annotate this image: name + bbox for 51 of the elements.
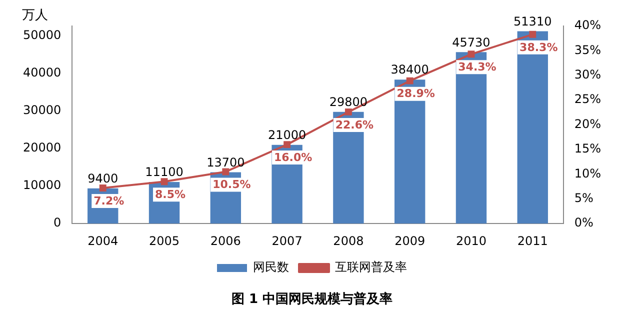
data-label: 13700 — [206, 155, 245, 170]
data-label: 34.3% — [458, 60, 496, 74]
data-label: 7.2% — [94, 194, 124, 208]
y-tick-label: 30000 — [22, 103, 62, 118]
data-label: 21000 — [268, 128, 306, 142]
data-label: 11100 — [145, 165, 184, 180]
data-label: 28.9% — [396, 87, 435, 100]
x-tick-label: 2005 — [148, 234, 180, 248]
y-axis-title: 万人 — [22, 8, 48, 23]
y-tick-label: 20000 — [22, 140, 62, 155]
x-tick-label: 2008 — [333, 234, 364, 248]
data-label: 38.3% — [520, 40, 558, 54]
y2-tick-label: 5% — [574, 191, 594, 206]
data-label: 22.6% — [335, 118, 374, 132]
y2-tick-label: 30% — [574, 68, 601, 82]
x-tick-label: 2004 — [88, 234, 118, 248]
text: 图 1 中国网民规模与普及率 — [230, 290, 394, 308]
data-label: 38400 — [390, 62, 429, 77]
data-label: 16.0% — [274, 150, 312, 164]
y2-tick-label: 35% — [574, 42, 601, 57]
point — [284, 141, 291, 148]
point — [406, 77, 414, 84]
point — [468, 50, 475, 58]
y-tick-label: 50000 — [22, 28, 62, 42]
y2-tick-label: 25% — [574, 92, 601, 106]
point — [529, 30, 536, 38]
data-label: 45730 — [452, 35, 490, 50]
y-tick-label: 0 — [54, 216, 62, 230]
data-label: 8.5% — [155, 188, 186, 201]
y2-tick-label: 20% — [574, 116, 601, 131]
y2-tick-label: 10% — [574, 166, 601, 180]
y-tick-label: 40000 — [22, 66, 62, 80]
legend-label: 互联网普及率 — [335, 260, 407, 274]
data-label: 9400 — [88, 171, 118, 186]
x-tick-label: 2007 — [272, 234, 302, 248]
y2-tick-label: 0% — [574, 216, 594, 230]
legend-label: 网民数 — [253, 260, 289, 274]
data-label: 10.5% — [212, 178, 251, 192]
data-label: 51310 — [514, 14, 552, 28]
x-tick-label: 2006 — [210, 234, 241, 248]
y2-tick-label: 40% — [574, 18, 601, 32]
point — [222, 168, 230, 176]
x-tick-label: 2011 — [517, 234, 548, 248]
point — [344, 108, 352, 116]
x-tick-label: 2009 — [394, 234, 426, 248]
point — [160, 178, 168, 186]
x-tick-label: 2010 — [456, 234, 487, 248]
data-label: 29800 — [329, 94, 368, 109]
point — [99, 184, 106, 192]
y2-tick-label: 15% — [574, 142, 601, 156]
y-tick-label: 10000 — [22, 178, 62, 192]
